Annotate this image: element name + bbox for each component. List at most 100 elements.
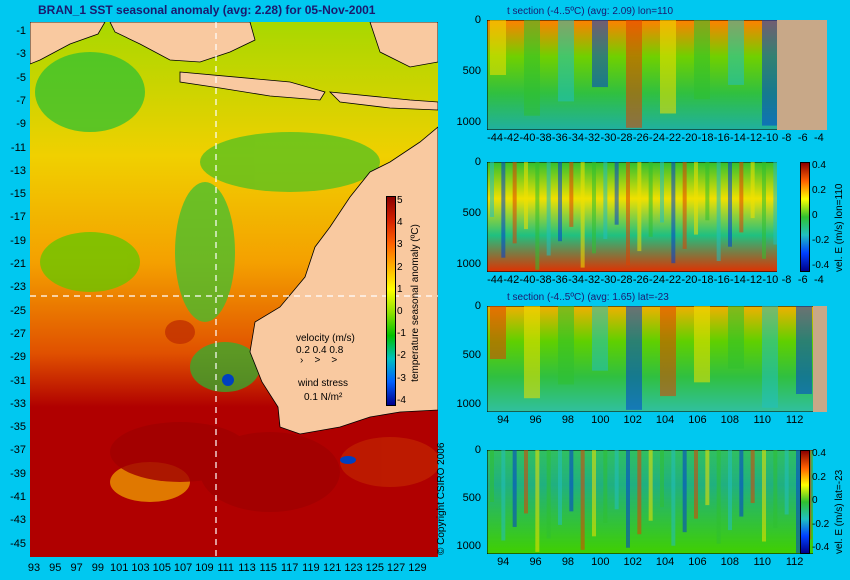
lat-tick-label: -33 (10, 397, 26, 410)
lat-tick-label: -25 (10, 304, 26, 317)
sst-anomaly-map (30, 22, 438, 557)
velocity-colorbar-tick: -0.2 (812, 518, 830, 530)
section-x-tick: -42 (503, 274, 520, 286)
lon-tick-label: 103 (131, 562, 150, 574)
section-feature (694, 162, 698, 235)
section-feature (626, 450, 630, 548)
section-x-tick: -8 (781, 274, 792, 286)
section-feature (524, 162, 528, 230)
section-feature (716, 450, 721, 544)
colorbar-tick-label: -3 (397, 372, 406, 384)
section-feature (580, 162, 585, 268)
section-x-tick: 108 (720, 556, 740, 568)
lat-tick-label: -35 (10, 421, 26, 434)
velocity-colorbar-tick: 0 (812, 495, 818, 506)
section-x-tick: 110 (753, 414, 771, 426)
section-x-tick: -18 (697, 132, 714, 144)
section-feature (501, 162, 506, 258)
section-feature (592, 450, 596, 537)
lon-tick-label: 117 (280, 562, 299, 574)
section-depth-tick: 1000 (456, 258, 481, 270)
land-mask (813, 450, 827, 554)
section-x-tick: -6 (797, 132, 808, 144)
lon-tick-label: 109 (195, 562, 214, 574)
section-x-tick: -30 (600, 274, 617, 286)
lat-tick-label: -11 (10, 141, 26, 154)
section-x-tick: -6 (797, 274, 808, 286)
section-x-tick: -22 (665, 132, 682, 144)
section-depth-tick: 0 (474, 444, 481, 456)
section-x-tick: 98 (561, 414, 575, 426)
wind-legend-label: wind stress (298, 378, 349, 389)
section-x-tick: 106 (688, 556, 707, 568)
colorbar-tick-label: 4 (397, 217, 403, 229)
lat-tick-label: -5 (16, 71, 26, 84)
section-x-tick: -10 (762, 132, 779, 144)
section-feature (626, 162, 630, 266)
section-feature (796, 306, 812, 394)
lat-tick-label: -1 (16, 25, 26, 37)
velocity-colorbar-label: vel. E (m/s) lon=110 (834, 183, 845, 272)
section-feature (512, 162, 517, 244)
lon-tick-label: 101 (110, 562, 129, 574)
velocity-colorbar-tick: 0.4 (812, 160, 826, 171)
section-feature (705, 162, 710, 221)
lat-tick-label: -13 (10, 164, 26, 177)
section-feature (546, 450, 551, 539)
land-mask (813, 306, 827, 412)
section-feature (716, 162, 721, 261)
section-x-tick: -38 (535, 274, 552, 286)
velocity-legend-label: velocity (m/s) (296, 333, 355, 344)
colorbar-tick-label: -1 (397, 328, 406, 340)
section-feature (490, 162, 494, 217)
lat-tick-label: -17 (10, 211, 26, 224)
lat-tick-label: -29 (10, 351, 26, 364)
section-feature (660, 306, 676, 397)
section-x-tick: -42 (503, 132, 520, 144)
section-field (487, 450, 827, 554)
section-feature (569, 162, 574, 227)
section-depth-tick: 500 (462, 65, 481, 77)
colorbar-label: temperature seasonal anomaly (ºC) (410, 224, 421, 382)
section-feature (524, 306, 540, 399)
section-depth-tick: 0 (474, 300, 481, 312)
velocity-colorbar-label: vel. E (m/s) lat=-23 (834, 469, 845, 554)
section-feature (750, 450, 755, 504)
section-feature (762, 20, 778, 126)
velocity-colorbar-tick: -0.2 (812, 235, 830, 246)
section-x-tick: 110 (753, 556, 771, 568)
section-x-tick: -16 (713, 274, 730, 286)
section-x-tick: -38 (535, 132, 552, 144)
section-feature (614, 450, 619, 510)
section-x-tick: 102 (623, 556, 642, 568)
colorbar-tick-label: 3 (397, 239, 403, 251)
section-feature (580, 450, 585, 550)
section-x-tick: -44 (487, 274, 504, 286)
section-x-tick: 108 (720, 414, 740, 426)
cold-eddy-south (340, 456, 356, 464)
section-x-tick: -32 (584, 274, 601, 286)
velocity-arrows-icon: › > > (300, 355, 338, 366)
lat-tick-label: -15 (10, 188, 26, 201)
section-x-tick: -36 (551, 132, 568, 144)
section-x-tick: -40 (519, 132, 536, 144)
lon-tick-label: 99 (91, 562, 105, 574)
section-feature (614, 162, 619, 225)
lat-tick-label: -31 (10, 374, 26, 387)
section-feature (728, 20, 744, 85)
lat-tick-label: -43 (10, 514, 26, 527)
colorbar-tick-label: 2 (397, 261, 403, 273)
section-feature (546, 162, 551, 256)
section-x-tick: 100 (591, 556, 610, 568)
section-feature (694, 20, 710, 100)
section-feature (694, 450, 698, 519)
section-feature (660, 20, 676, 114)
section-x-tick: 94 (497, 556, 510, 568)
section-feature (637, 450, 642, 535)
section-feature (524, 450, 528, 514)
section-feature (728, 162, 732, 247)
sumatra (30, 22, 106, 65)
section-x-tick: 104 (655, 556, 675, 568)
section-x-tick: -30 (600, 132, 617, 144)
section-x-tick: 96 (529, 556, 542, 568)
